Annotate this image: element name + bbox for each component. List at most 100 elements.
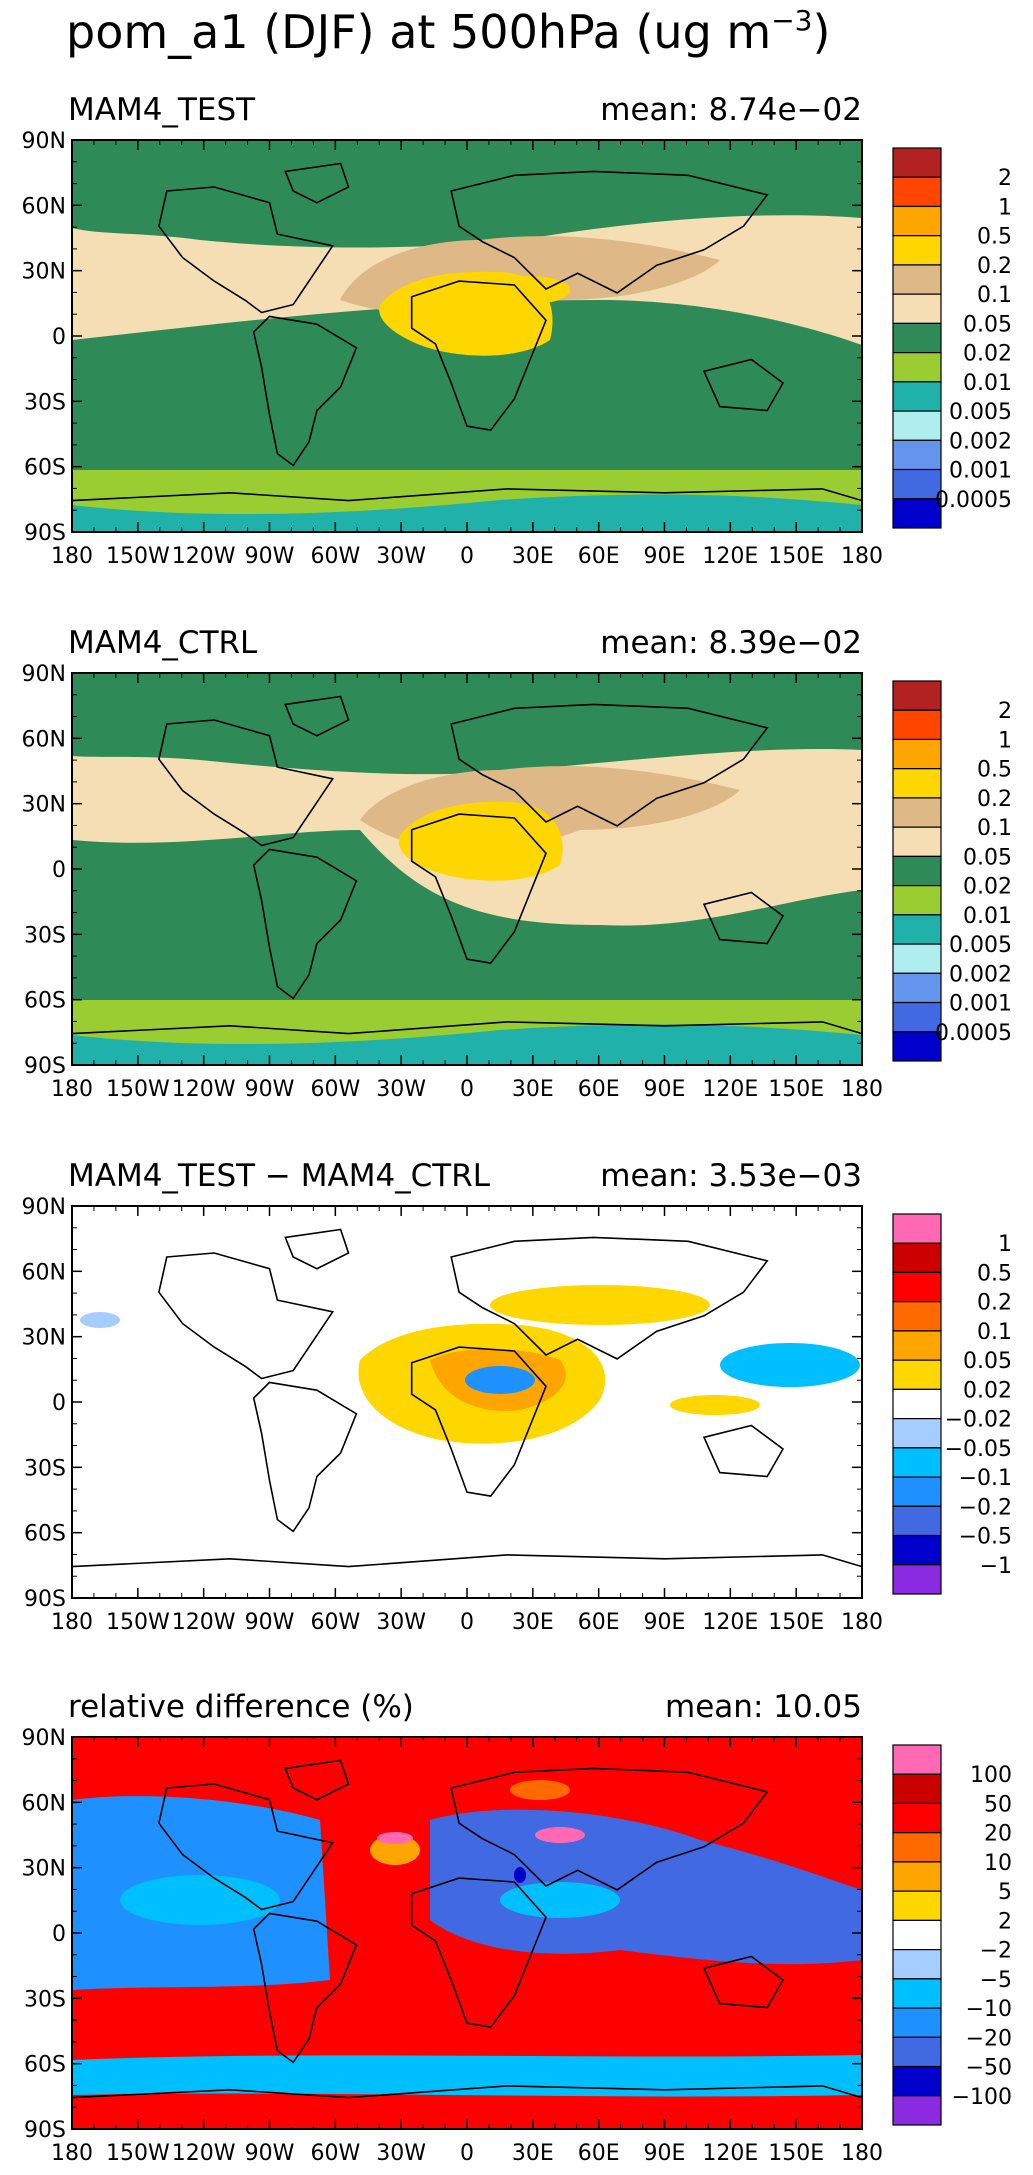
lon-label: 180 [51, 1077, 93, 1102]
lon-label: 0 [460, 1610, 474, 1635]
coastline [158, 1252, 335, 1380]
colorbar-swatch [892, 826, 942, 857]
colorbar-swatch [892, 1949, 942, 1980]
lon-label: 60E [578, 544, 620, 569]
coastline [702, 1424, 785, 1478]
coastline [158, 1783, 335, 1911]
panel-rel-map [72, 1737, 862, 2129]
colorbar-label: 0.001 [949, 459, 1012, 484]
colorbar-label: 0.02 [963, 342, 1012, 367]
panel-ctrl-mean: mean: 8.39e−02 [600, 625, 862, 661]
lat-label: 60N [22, 1791, 66, 1816]
colorbar-label: 5 [998, 1880, 1012, 1905]
lat-label: 30N [22, 1857, 66, 1882]
lon-label: 0 [460, 2141, 474, 2166]
colorbar-swatch [892, 235, 942, 266]
lon-label: 90W [245, 1610, 295, 1635]
colorbar-swatch [892, 293, 942, 324]
lat-label: 60S [24, 456, 66, 481]
figure-title: pom_a1 (DJF) at 500hPa (ug m−3) [66, 4, 830, 59]
lon-label: 30W [376, 1610, 426, 1635]
colorbar-label: 0.01 [963, 371, 1012, 396]
panel-rel-mean: mean: 10.05 [665, 1689, 862, 1725]
colorbar-swatch [892, 1564, 942, 1595]
colorbar-test: 2 1 0.5 0.2 0.1 0.05 0.02 0.01 0.005 0.002 0.001 0.… [892, 147, 1012, 529]
lon-label: 150W [106, 1077, 170, 1102]
colorbar-label: 100 [970, 1763, 1012, 1788]
colorbar-swatch [892, 1330, 942, 1361]
lat-label: 60N [22, 727, 66, 752]
lon-label: 90W [245, 2141, 295, 2166]
lon-label: 180 [841, 544, 883, 569]
colorbar-swatch [892, 1476, 942, 1507]
colorbar-swatch [892, 1505, 942, 1537]
colorbar-swatch [892, 205, 942, 237]
coastline [410, 1877, 547, 2028]
colorbar-swatch [892, 1301, 942, 1332]
colorbar-swatch [892, 176, 942, 208]
lon-label: 150E [768, 1610, 824, 1635]
lon-label: 90W [245, 544, 295, 569]
colorbar-label: 0.05 [963, 1349, 1012, 1374]
colorbar-swatch [892, 680, 942, 711]
panel-ctrl-title: MAM4_CTRL [68, 625, 258, 661]
coastline [702, 1955, 785, 2009]
colorbar-label: −1 [980, 1554, 1012, 1579]
lon-label: 180 [51, 1610, 93, 1635]
colorbar-swatch [892, 914, 942, 945]
coastline [71, 1554, 863, 1568]
coastline [410, 1346, 547, 1497]
colorbar-label: 0.0005 [935, 488, 1012, 513]
lat-label: 90N [22, 129, 66, 154]
colorbar-swatch [892, 1388, 942, 1420]
lat-label: 60N [22, 1260, 66, 1285]
panel-diff-map [72, 1206, 862, 1598]
lon-label: 90E [644, 544, 686, 569]
lon-label: 180 [841, 2141, 883, 2166]
colorbar-label: −0.5 [959, 1525, 1012, 1550]
lon-label: 30W [376, 544, 426, 569]
lon-label: 60E [578, 1077, 620, 1102]
colorbar-swatch [892, 1271, 942, 1303]
lon-label: 180 [51, 2141, 93, 2166]
colorbar-label: 0.001 [949, 992, 1012, 1017]
colorbar-swatch [892, 1213, 942, 1244]
lat-label: 90N [22, 1195, 66, 1220]
colorbar-swatch [892, 264, 942, 295]
colorbar-label: 0.2 [977, 787, 1012, 812]
colorbar-swatch [892, 2007, 942, 2038]
colorbar-label: 0.005 [949, 400, 1012, 425]
colorbar-ctrl: 2 1 0.5 0.2 0.1 0.05 0.02 0.01 0.005 0.002 0.001 0.… [892, 680, 1012, 1062]
lon-label: 90E [644, 1077, 686, 1102]
lon-label: 60W [310, 2141, 360, 2166]
colorbar-swatch [892, 322, 942, 354]
colorbar-label: 10 [984, 1851, 1012, 1876]
coastline [450, 170, 769, 294]
lon-label: 150E [768, 544, 824, 569]
colorbar-swatch [892, 709, 942, 741]
coastline [410, 813, 547, 964]
colorbar-label: 0.1 [977, 816, 1012, 841]
lon-label: 180 [51, 544, 93, 569]
lon-label: 60E [578, 1610, 620, 1635]
coastline [71, 1021, 863, 1035]
coastline [410, 280, 547, 431]
lon-label: 120E [702, 2141, 758, 2166]
panel-diff: MAM4_TEST − MAM4_CTRL mean: 3.53e−03 [68, 1158, 862, 1598]
colorbar-label: 1 [998, 728, 1012, 753]
colorbar-label: 1 [998, 1232, 1012, 1257]
colorbar-label: 0.01 [963, 904, 1012, 929]
colorbar-label: 0.1 [977, 1320, 1012, 1345]
lat-label: 30S [24, 390, 66, 415]
colorbar-label: 20 [984, 1822, 1012, 1847]
lon-label: 30E [512, 2141, 554, 2166]
colorbar-swatch [892, 2065, 942, 2097]
lat-label: 30S [24, 923, 66, 948]
colorbar-swatch [892, 1919, 942, 1951]
colorbar-swatch [892, 2095, 942, 2126]
lat-label: 60S [24, 1522, 66, 1547]
panel-rel-title: relative difference (%) [68, 1689, 414, 1725]
lon-label: 150W [106, 544, 170, 569]
